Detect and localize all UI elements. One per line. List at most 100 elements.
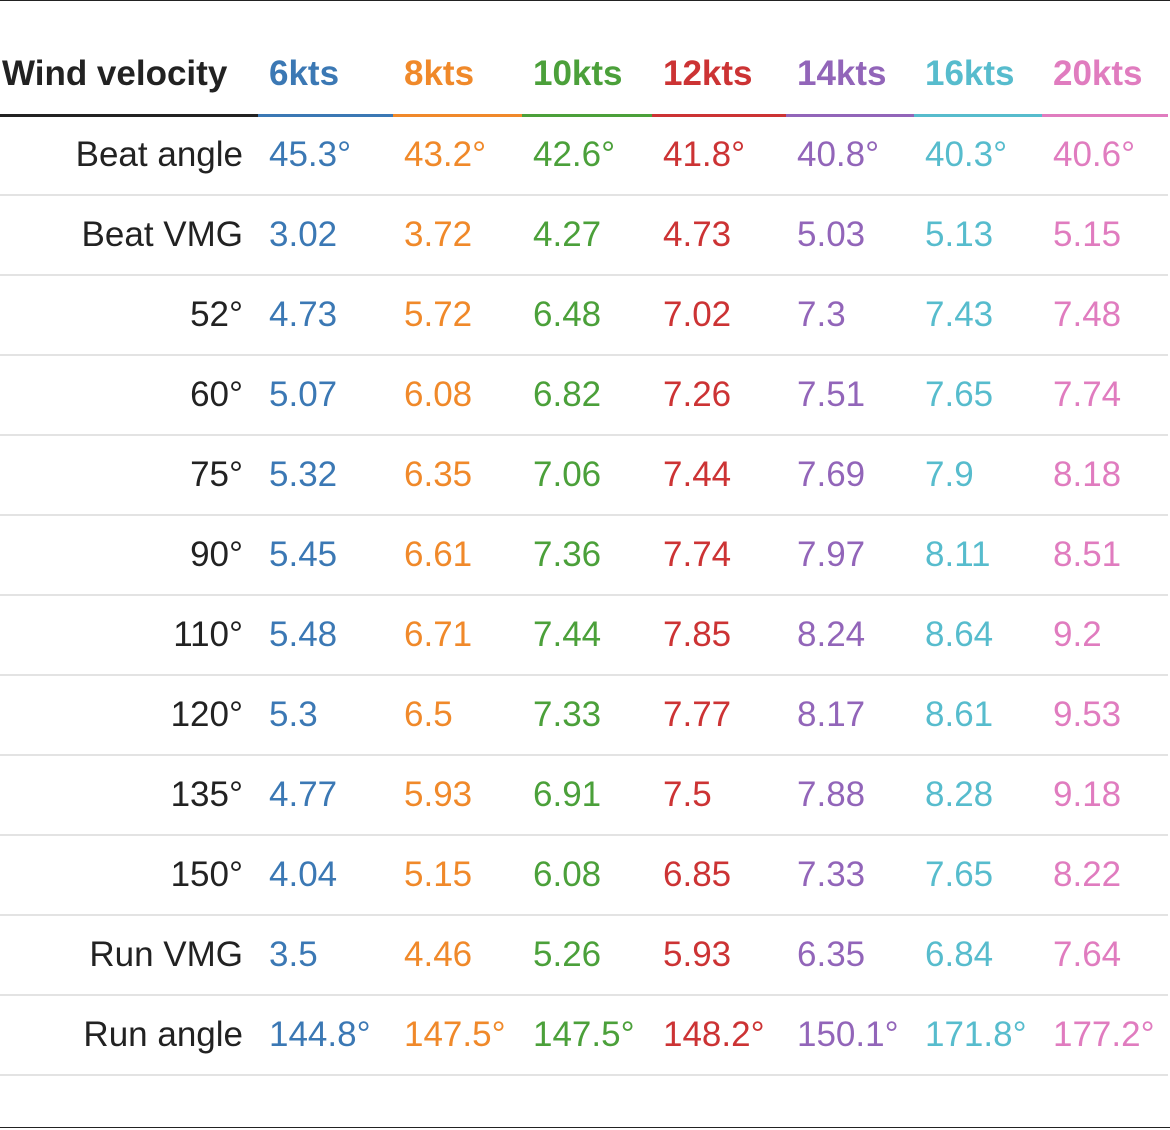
table-cell: 7.64	[1042, 915, 1168, 996]
table-cell: 7.85	[652, 595, 786, 676]
bottom-border	[0, 1127, 1170, 1128]
table-row: Run angle 144.8° 147.5° 147.5° 148.2° 150.1° 1…	[0, 995, 1168, 1076]
column-header-8kts: 8kts	[393, 35, 522, 117]
table-cell: 7.97	[786, 515, 914, 596]
table-cell: 7.5	[652, 755, 786, 836]
table-cell: 5.15	[393, 835, 522, 916]
table-cell: 7.9	[914, 435, 1042, 516]
table-row: 150° 4.04 5.15 6.08 6.85 7.33 7.65 8.22	[0, 835, 1168, 916]
top-border	[0, 0, 1170, 1]
table-cell: 5.48	[258, 595, 393, 676]
table-cell: 40.3°	[914, 115, 1042, 196]
table-cell: 6.82	[522, 355, 652, 436]
polar-performance-table: Wind velocity 6kts 8kts 10kts 12kts 14kt…	[0, 35, 1168, 1076]
row-label: Run VMG	[0, 915, 258, 996]
table-row: 90° 5.45 6.61 7.36 7.74 7.97 8.11 8.51	[0, 515, 1168, 596]
table-row: Run VMG 3.5 4.46 5.26 5.93 6.35 6.84 7.64	[0, 915, 1168, 996]
table-cell: 5.93	[652, 915, 786, 996]
table-cell: 7.65	[914, 355, 1042, 436]
table-cell: 5.3	[258, 675, 393, 756]
row-label: 52°	[0, 275, 258, 356]
table-row: 120° 5.3 6.5 7.33 7.77 8.17 8.61 9.53	[0, 675, 1168, 756]
table-cell: 43.2°	[393, 115, 522, 196]
row-label: 110°	[0, 595, 258, 676]
table-row: 75° 5.32 6.35 7.06 7.44 7.69 7.9 8.18	[0, 435, 1168, 516]
table-cell: 6.48	[522, 275, 652, 356]
table-cell: 9.53	[1042, 675, 1168, 756]
table-cell: 9.18	[1042, 755, 1168, 836]
table-cell: 7.88	[786, 755, 914, 836]
table-cell: 177.2°	[1042, 995, 1168, 1076]
table-cell: 7.43	[914, 275, 1042, 356]
table-cell: 6.35	[786, 915, 914, 996]
table-cell: 5.13	[914, 195, 1042, 276]
column-header-20kts: 20kts	[1042, 35, 1168, 117]
column-header-10kts: 10kts	[522, 35, 652, 117]
table-body: Beat angle 45.3° 43.2° 42.6° 41.8° 40.8° 40.3°…	[0, 115, 1168, 1076]
table-row: 135° 4.77 5.93 6.91 7.5 7.88 8.28 9.18	[0, 755, 1168, 836]
table-cell: 45.3°	[258, 115, 393, 196]
table-cell: 9.2	[1042, 595, 1168, 676]
table-cell: 8.18	[1042, 435, 1168, 516]
table-row: 60° 5.07 6.08 6.82 7.26 7.51 7.65 7.74	[0, 355, 1168, 436]
table-cell: 6.91	[522, 755, 652, 836]
table-cell: 5.72	[393, 275, 522, 356]
table-cell: 7.36	[522, 515, 652, 596]
table-cell: 8.51	[1042, 515, 1168, 596]
table-cell: 5.03	[786, 195, 914, 276]
table-cell: 7.69	[786, 435, 914, 516]
table-cell: 7.51	[786, 355, 914, 436]
table-cell: 6.35	[393, 435, 522, 516]
table-cell: 3.02	[258, 195, 393, 276]
table-cell: 6.71	[393, 595, 522, 676]
table-cell: 148.2°	[652, 995, 786, 1076]
table-cell: 40.8°	[786, 115, 914, 196]
table-cell: 7.74	[652, 515, 786, 596]
table-cell: 8.17	[786, 675, 914, 756]
table-cell: 4.27	[522, 195, 652, 276]
table-cell: 7.77	[652, 675, 786, 756]
column-header-6kts: 6kts	[258, 35, 393, 117]
table-cell: 8.11	[914, 515, 1042, 596]
table-cell: 6.08	[393, 355, 522, 436]
table-cell: 7.33	[522, 675, 652, 756]
header-row: Wind velocity 6kts 8kts 10kts 12kts 14kt…	[0, 35, 1168, 117]
table-cell: 7.06	[522, 435, 652, 516]
row-label: 120°	[0, 675, 258, 756]
row-label: 75°	[0, 435, 258, 516]
table-row: 52° 4.73 5.72 6.48 7.02 7.3 7.43 7.48	[0, 275, 1168, 356]
table-cell: 40.6°	[1042, 115, 1168, 196]
row-label: Beat VMG	[0, 195, 258, 276]
column-header-14kts: 14kts	[786, 35, 914, 117]
row-label: Run angle	[0, 995, 258, 1076]
table-cell: 6.5	[393, 675, 522, 756]
table-cell: 147.5°	[522, 995, 652, 1076]
table-cell: 6.61	[393, 515, 522, 596]
row-label: Beat angle	[0, 115, 258, 196]
table-cell: 6.08	[522, 835, 652, 916]
table-cell: 4.46	[393, 915, 522, 996]
table-cell: 6.85	[652, 835, 786, 916]
table-cell: 4.04	[258, 835, 393, 916]
table-cell: 5.15	[1042, 195, 1168, 276]
wind-velocity-header: Wind velocity	[0, 35, 258, 117]
table-cell: 150.1°	[786, 995, 914, 1076]
column-header-12kts: 12kts	[652, 35, 786, 117]
table-cell: 5.93	[393, 755, 522, 836]
row-label: 150°	[0, 835, 258, 916]
table-cell: 7.02	[652, 275, 786, 356]
table-cell: 3.72	[393, 195, 522, 276]
table-cell: 4.77	[258, 755, 393, 836]
table-cell: 7.3	[786, 275, 914, 356]
table-cell: 5.26	[522, 915, 652, 996]
row-label: 60°	[0, 355, 258, 436]
table-cell: 4.73	[258, 275, 393, 356]
table-cell: 8.22	[1042, 835, 1168, 916]
row-label: 135°	[0, 755, 258, 836]
table-cell: 7.33	[786, 835, 914, 916]
table-cell: 7.74	[1042, 355, 1168, 436]
table-cell: 5.32	[258, 435, 393, 516]
table-cell: 144.8°	[258, 995, 393, 1076]
table-row: Beat angle 45.3° 43.2° 42.6° 41.8° 40.8° 40.3°…	[0, 115, 1168, 196]
table-cell: 3.5	[258, 915, 393, 996]
